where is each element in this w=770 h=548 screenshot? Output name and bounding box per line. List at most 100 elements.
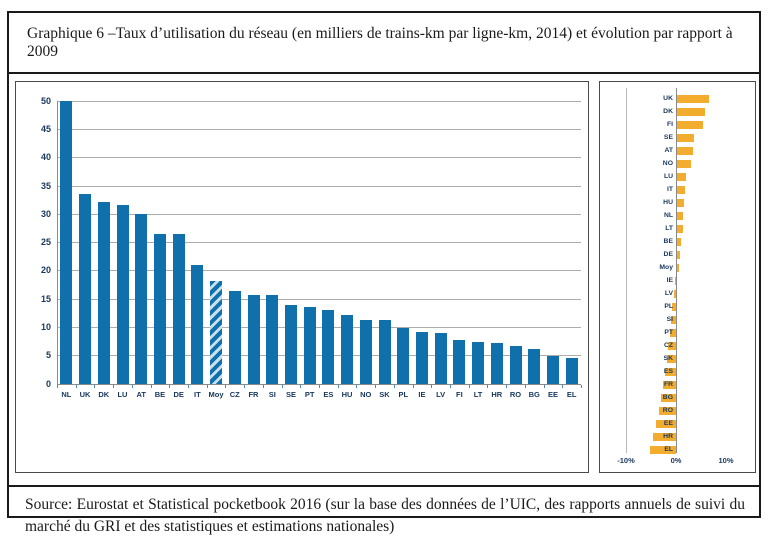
bar-PT [303, 307, 316, 384]
bar-LT [472, 342, 485, 384]
x-tick-mark [206, 384, 208, 388]
gridline-x--10 [626, 87, 627, 453]
evolution-bar-chart: UK DK FI SE AT NO LU IT HU NL LT BE DE Moy IE LV PL SI PT C… [600, 82, 755, 472]
x-tick-mark [225, 384, 227, 388]
y-axis-line [57, 100, 58, 385]
bar-EL [565, 357, 578, 384]
bar-NL [60, 100, 73, 384]
bar-RO [659, 406, 676, 415]
bar-CZ [668, 341, 676, 350]
bar-PT [669, 328, 676, 337]
x-tick-mark [393, 384, 395, 388]
bar-ES [322, 309, 335, 384]
x-tick-label-BG: BG [528, 389, 540, 399]
gridline-y-25 [57, 242, 581, 244]
x-tick-label-UK: UK [79, 389, 91, 399]
x-tick-label-DK: DK [98, 389, 110, 399]
bar-LT [677, 224, 683, 233]
bar-SE [677, 133, 694, 142]
x-tick-label-DE: DE [173, 389, 184, 399]
bar-LV [434, 332, 447, 384]
figure-title: Graphique 6 –Taux d’utilisation du résea… [9, 13, 759, 74]
x-tick-mark [319, 384, 320, 388]
x-tick-mark [281, 384, 283, 388]
row-label-SI: SI [666, 315, 673, 323]
row-label-NO: NO [662, 159, 673, 167]
bar-LU [116, 205, 129, 384]
x-tick-mark [94, 384, 96, 388]
x-tick-label-LV: LV [436, 389, 446, 399]
row-label-BG: BG [662, 393, 673, 401]
bar-BE [153, 233, 166, 384]
row-label-NL: NL [663, 211, 673, 219]
y-tick-label-20: 20 [40, 265, 51, 276]
bar-UK [79, 194, 92, 384]
bar-IT [677, 185, 685, 194]
bar-LU [677, 172, 686, 181]
row-label-PL: PL [664, 302, 673, 310]
x-tick-label-HU: HU [341, 389, 353, 399]
bar-HU [677, 198, 684, 207]
row-label-AT: AT [664, 146, 673, 154]
x-tick-mark [543, 384, 545, 388]
bar-BE [677, 237, 681, 246]
gridline-y-40 [57, 157, 581, 159]
gridline-y-20 [57, 270, 581, 272]
x-tick-mark [487, 384, 489, 388]
x-tick-label-SK: SK [379, 389, 390, 399]
gridline-y-45 [57, 128, 581, 130]
x-tick-mark [57, 384, 58, 388]
bar-UK [677, 94, 709, 103]
y-tick-label-15: 15 [40, 293, 51, 304]
x-tick-mark [450, 384, 451, 388]
y-tick-label-10: 10 [40, 322, 51, 333]
x-tick-label-Moy: Moy [208, 389, 224, 399]
row-label-IT: IT [666, 185, 673, 193]
x-tick-label-AT: AT [136, 389, 146, 399]
bar-SI [266, 295, 279, 384]
y-tick-label-5: 5 [45, 350, 51, 361]
row-label-SE: SE [663, 133, 673, 141]
bar-Moy [677, 263, 679, 272]
evolution-bar-chart-panel: UK DK FI SE AT NO LU IT HU NL LT BE DE Moy IE LV PL SI PT C… [599, 80, 756, 473]
row-label-FI: FI [666, 120, 673, 128]
x-tick-label-BE: BE [154, 389, 166, 399]
bar-HR [490, 343, 503, 384]
charts-area: 0 5 10 15 20 25 30 35 40 45 50 NL UK DK LU AT BE DE IT Moy C… [9, 74, 759, 480]
x-tick-label-SE: SE [285, 389, 296, 399]
y-tick-label-25: 25 [40, 237, 51, 248]
x-tick-mark [562, 384, 564, 388]
x-tick-mark [356, 384, 358, 388]
row-label-HR: HR [663, 432, 673, 440]
utilization-bar-chart: 0 5 10 15 20 25 30 35 40 45 50 NL UK DK LU AT BE DE IT Moy C… [16, 82, 588, 472]
x-tick-label-PT: PT [304, 389, 315, 399]
row-label-PT: PT [664, 328, 673, 336]
bar-IT [191, 264, 204, 384]
bar-NO [359, 319, 372, 384]
bar-SK [378, 319, 391, 384]
row-label-ES: ES [663, 367, 673, 375]
bar-HR [652, 432, 676, 441]
bar-IE [675, 276, 676, 285]
x-tick-mark [150, 384, 152, 388]
row-label-FR: FR [663, 380, 673, 388]
x-tick-label-HR: HR [491, 389, 503, 399]
utilization-bar-chart-panel: 0 5 10 15 20 25 30 35 40 45 50 NL UK DK LU AT BE DE IT Moy C… [15, 80, 589, 473]
row-label-CZ: CZ [663, 341, 673, 349]
y-tick-label-0: 0 [45, 378, 51, 389]
x-tick-label-CZ: CZ [229, 389, 240, 399]
y-tick-label-35: 35 [40, 180, 51, 191]
bar-LV [673, 289, 676, 298]
row-label-IE: IE [666, 276, 673, 284]
x-tick-mark [75, 384, 77, 388]
x-tick-mark [524, 384, 526, 388]
bar-BG [660, 393, 676, 402]
x-tick-mark [337, 384, 339, 388]
row-label-EL: EL [664, 445, 673, 453]
x-tick-label-0%: 0% [670, 455, 682, 465]
x-tick-label-10%: 10% [718, 455, 734, 465]
row-label-LV: LV [664, 289, 673, 297]
zero-axis-line [676, 87, 677, 453]
gridline-y-5 [57, 355, 581, 357]
row-label-SK: SK [663, 354, 673, 362]
